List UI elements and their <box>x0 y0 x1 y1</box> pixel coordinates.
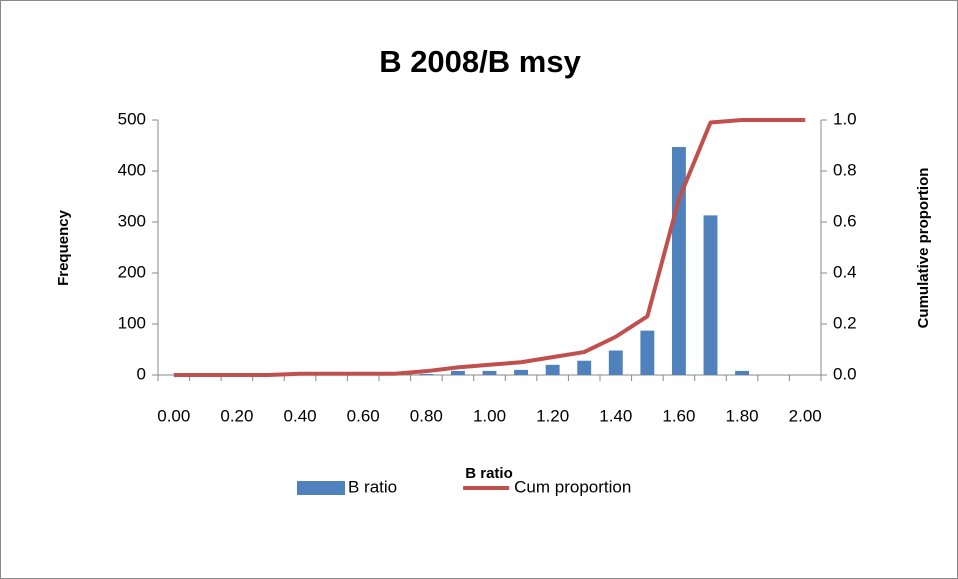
chart-title: B 2008/B msy <box>379 44 581 79</box>
y-tick-label: 200 <box>118 262 146 281</box>
bar <box>671 147 686 375</box>
x-tick-label: 0.40 <box>284 406 317 425</box>
x-tick-label: 2.00 <box>789 406 822 425</box>
y2-tick-label: 0.6 <box>833 211 857 230</box>
legend-label: Cum proportion <box>514 477 631 496</box>
bar <box>577 360 592 375</box>
bar <box>545 364 560 375</box>
y-tick-label: 300 <box>118 211 146 230</box>
bar <box>514 369 529 375</box>
y2-tick-label: 1.0 <box>833 109 857 128</box>
line <box>173 118 806 377</box>
bar <box>608 350 623 375</box>
y2-tick-label: 0.4 <box>833 262 857 281</box>
y2-tick-label: 0.8 <box>833 160 857 179</box>
x-tick-label: 1.00 <box>473 406 506 425</box>
bar <box>450 370 465 375</box>
bar <box>419 373 434 375</box>
bar <box>640 330 655 375</box>
x-tick-label: 1.20 <box>536 406 569 425</box>
legend-swatch <box>297 481 345 495</box>
x-tick-label: 1.80 <box>726 406 759 425</box>
bar <box>703 215 718 375</box>
x-tick-label: 0.20 <box>220 406 253 425</box>
x-tick-label: 0.00 <box>157 406 190 425</box>
x-tick-label: 0.80 <box>410 406 443 425</box>
y-tick-label: 400 <box>118 160 146 179</box>
y-tick-label: 0 <box>137 364 146 383</box>
y-tick-label: 100 <box>118 313 146 332</box>
bar <box>482 370 497 375</box>
y2-axis-title: Cumulative proportion <box>915 168 932 329</box>
legend-label: B ratio <box>348 477 397 496</box>
y-tick-label: 500 <box>118 109 146 128</box>
x-tick-label: 1.60 <box>662 406 695 425</box>
x-tick-label: 1.40 <box>599 406 632 425</box>
x-tick-label: 0.60 <box>347 406 380 425</box>
bar <box>735 370 750 375</box>
x-axis-title: B ratio <box>465 465 513 482</box>
y2-tick-label: 0.0 <box>833 364 857 383</box>
y-axis-title: Frequency <box>55 209 72 286</box>
y2-tick-label: 0.2 <box>833 313 857 332</box>
